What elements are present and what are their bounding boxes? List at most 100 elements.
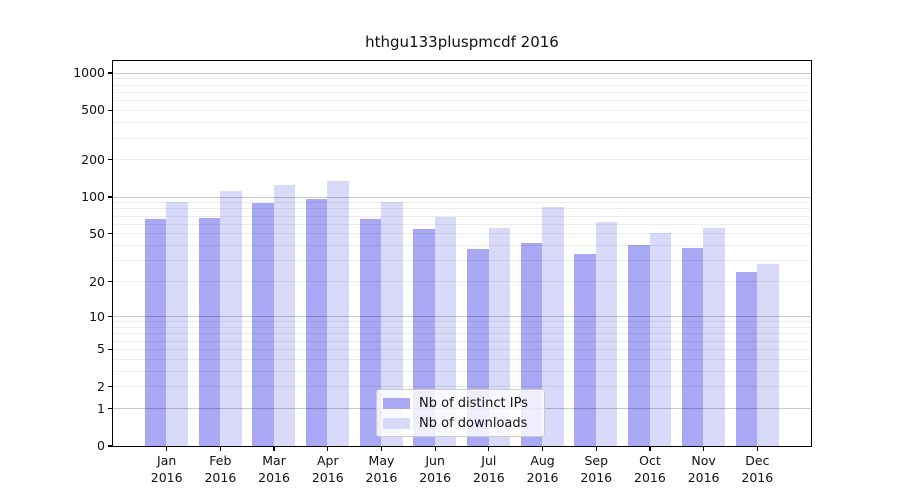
y-tick-mark xyxy=(108,407,113,410)
x-tick-label: Jun 2016 xyxy=(403,453,467,486)
x-tick-month: Sep xyxy=(584,453,608,468)
x-tick-mark xyxy=(488,446,490,451)
y-tick-mark xyxy=(108,280,113,283)
bar-downloads xyxy=(595,222,618,446)
x-tick-month: Nov xyxy=(691,453,716,468)
x-tick-label: Jul 2016 xyxy=(457,453,521,486)
x-tick-mark xyxy=(702,446,705,451)
legend-row-downloads: Nb of downloads xyxy=(383,416,538,431)
x-tick-month: Mar xyxy=(262,453,286,468)
legend-swatch-downloads xyxy=(383,417,410,429)
x-tick-label: Apr 2016 xyxy=(296,453,360,486)
x-tick-year: 2016 xyxy=(634,469,666,485)
y-tick-mark xyxy=(108,196,113,198)
legend-label-distinct-ips: Nb of distinct IPs xyxy=(419,395,528,411)
bar-downloads xyxy=(381,201,403,446)
legend-row-distinct-ips: Nb of distinct IPs xyxy=(383,396,538,411)
x-tick-month: Jul xyxy=(481,453,497,468)
x-tick-month: Oct xyxy=(639,453,661,468)
y-tick-mark xyxy=(108,386,113,388)
y-tick-label: 50 xyxy=(89,225,105,241)
bar-distinct-ips xyxy=(144,218,167,446)
x-tick-year: 2016 xyxy=(204,469,237,485)
y-tick-label: 200 xyxy=(81,151,105,167)
x-tick-label: Aug 2016 xyxy=(511,453,575,486)
y-tick-label: 2 xyxy=(97,378,105,394)
legend-swatch-distinct-ips xyxy=(383,397,410,409)
y-tick-label: 100 xyxy=(81,188,105,204)
x-tick-mark xyxy=(273,446,275,451)
x-tick-label: Dec 2016 xyxy=(725,453,789,486)
y-tick-mark xyxy=(108,159,113,161)
x-tick-month: Jan xyxy=(157,453,177,468)
y-tick-mark xyxy=(108,348,113,350)
x-tick-year: 2016 xyxy=(687,469,720,485)
x-tick-mark xyxy=(219,446,222,451)
y-tick-label: 5 xyxy=(97,341,105,357)
bar-downloads xyxy=(166,201,188,446)
bar-downloads xyxy=(434,217,457,446)
x-tick-year: 2016 xyxy=(258,469,290,485)
bar-distinct-ips xyxy=(628,245,650,446)
y-tick-mark xyxy=(108,445,113,447)
bars-layer xyxy=(113,61,811,446)
x-tick-year: 2016 xyxy=(311,469,344,485)
bar-downloads xyxy=(327,180,349,446)
x-tick-month: Dec xyxy=(745,453,770,468)
y-tick-label: 20 xyxy=(89,273,105,289)
bar-downloads xyxy=(220,191,242,446)
y-tick-label: 0 xyxy=(97,438,105,453)
plot-area xyxy=(111,59,812,447)
y-tick-mark xyxy=(108,109,113,112)
x-tick-mark xyxy=(756,446,758,451)
x-tick-mark xyxy=(380,446,383,451)
x-tick-label: Oct 2016 xyxy=(618,453,682,486)
x-tick-year: 2016 xyxy=(419,469,452,485)
y-tick-label: 1 xyxy=(97,400,105,416)
x-tick-mark xyxy=(595,446,597,451)
y-tick-mark xyxy=(108,233,113,235)
bar-downloads xyxy=(757,263,779,446)
legend: Nb of distinct IPs Nb of downloads xyxy=(376,389,545,437)
y-tick-label: 500 xyxy=(81,102,105,118)
x-tick-label: May 2016 xyxy=(349,453,413,486)
x-tick-month: Feb xyxy=(209,453,232,468)
x-tick-label: Sep 2016 xyxy=(564,453,628,486)
x-tick-mark xyxy=(541,446,544,451)
bar-distinct-ips xyxy=(735,271,757,446)
x-tick-mark xyxy=(166,446,168,451)
bar-distinct-ips xyxy=(252,202,274,446)
x-tick-mark xyxy=(327,446,329,451)
x-tick-month: Apr xyxy=(316,453,339,468)
x-tick-label: Feb 2016 xyxy=(188,453,252,486)
y-tick-mark xyxy=(108,72,113,74)
x-tick-year: 2016 xyxy=(472,469,505,485)
bar-downloads xyxy=(703,228,725,446)
bar-distinct-ips xyxy=(198,217,221,446)
x-tick-month: May xyxy=(368,453,395,468)
bar-downloads xyxy=(542,207,564,446)
y-tick-label: 10 xyxy=(89,308,105,324)
chart-title: hthgu133pluspmcdf 2016 xyxy=(365,33,559,51)
bar-distinct-ips xyxy=(359,218,382,446)
x-tick-label: Mar 2016 xyxy=(242,453,306,486)
legend-label-downloads: Nb of downloads xyxy=(419,415,528,431)
bar-distinct-ips xyxy=(305,199,328,446)
x-tick-month: Aug xyxy=(530,453,555,468)
y-tick-mark xyxy=(108,315,113,318)
y-tick-label: 1000 xyxy=(73,65,105,81)
x-tick-year: 2016 xyxy=(580,469,613,485)
x-tick-year: 2016 xyxy=(741,469,774,485)
x-tick-year: 2016 xyxy=(365,469,398,485)
x-tick-year: 2016 xyxy=(150,469,183,485)
bar-downloads xyxy=(273,185,296,446)
x-tick-month: Jun xyxy=(425,453,445,468)
bar-downloads xyxy=(649,233,672,446)
x-tick-mark xyxy=(434,446,436,451)
x-tick-label: Nov 2016 xyxy=(672,453,736,486)
bar-distinct-ips xyxy=(574,253,596,446)
x-tick-label: Jan 2016 xyxy=(135,453,199,486)
x-tick-year: 2016 xyxy=(526,469,559,485)
x-tick-mark xyxy=(649,446,651,451)
